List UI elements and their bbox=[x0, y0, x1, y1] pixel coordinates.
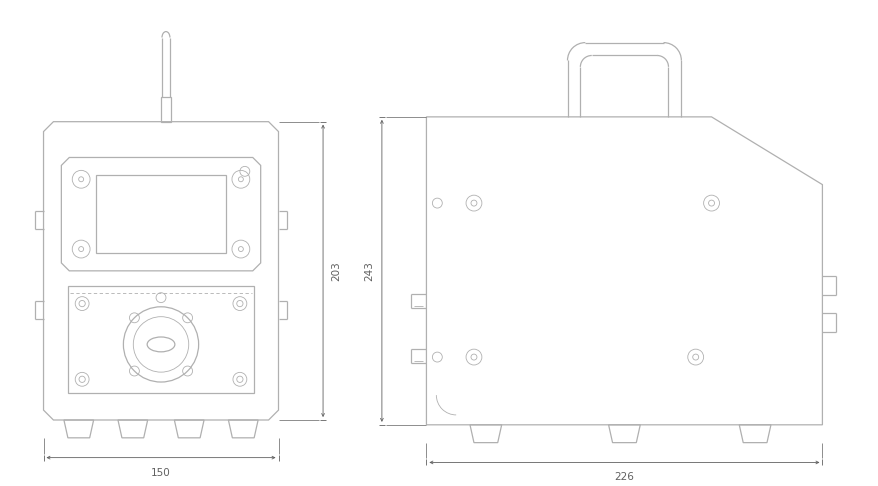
Text: 203: 203 bbox=[331, 261, 341, 281]
Text: 243: 243 bbox=[363, 261, 373, 281]
Text: 226: 226 bbox=[614, 472, 634, 482]
Text: 150: 150 bbox=[151, 468, 170, 478]
